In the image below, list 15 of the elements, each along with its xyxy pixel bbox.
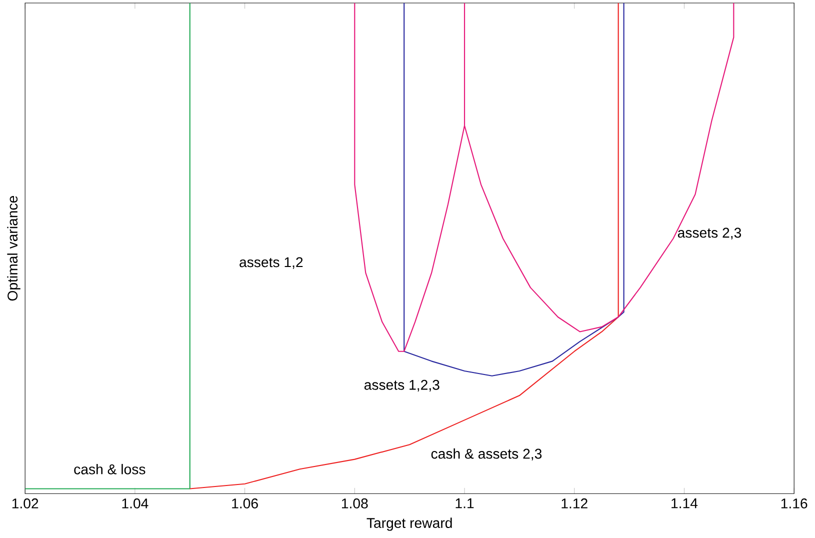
x-tick-label: 1.16 [781,498,808,508]
x-tick-label: 1.12 [562,498,588,508]
x-tick-label: 1.06 [232,498,258,508]
annotation: assets 1,2,3 [364,380,440,392]
x-tick-label: 1.04 [122,498,148,508]
x-axis-title: Target reward [366,518,452,531]
annotation: cash & loss [74,464,146,474]
y-axis-title: Optimal variance [7,196,20,301]
x-tick-label: 1.14 [672,498,698,508]
annotation: cash & assets 2,3 [431,448,542,460]
x-tick-label: 1.08 [342,498,368,508]
annotation: assets 1,2 [240,257,303,269]
annotation: assets 2,3 [678,228,742,240]
x-tick-label: 1.1 [456,498,474,508]
x-tick-label: 1.02 [12,498,38,508]
